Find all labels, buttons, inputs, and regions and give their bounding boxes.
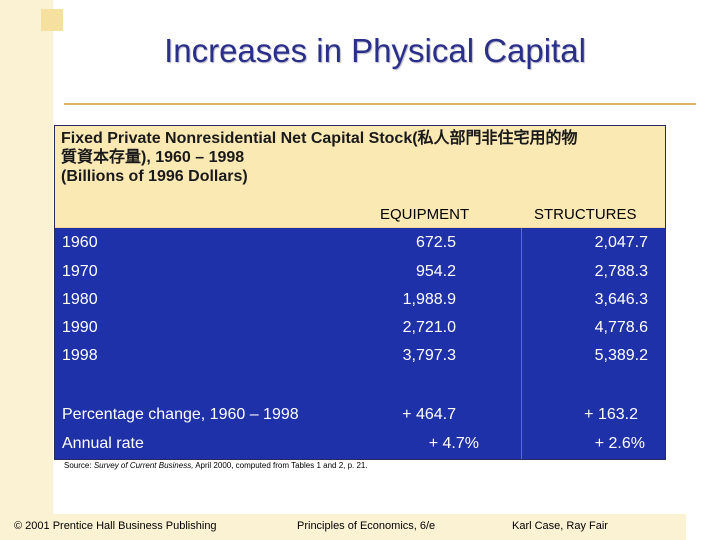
table-caption-line-2: 質資本存量), 1960 – 1998: [61, 149, 245, 166]
table-header: Fixed Private Nonresidential Net Capital…: [55, 126, 665, 199]
structures-value: 2,047.7: [594, 234, 648, 251]
row-label: 1990: [62, 319, 98, 336]
structures-value: 3,646.3: [594, 291, 648, 308]
row-label: Percentage change, 1960 – 1998: [62, 406, 299, 423]
column-header-row: [55, 199, 665, 228]
equipment-value: 954.2: [415, 263, 456, 280]
structures-value: + 163.2: [584, 406, 638, 423]
equipment-value: 3,797.3: [402, 347, 456, 364]
source-publication: Survey of Current Business,: [93, 461, 194, 470]
slide-title: Increases in Physical Capital: [164, 32, 586, 69]
table-body: [55, 228, 665, 459]
structures-value: 5,389.2: [594, 347, 648, 364]
column-header-equipment: EQUIPMENT: [380, 206, 470, 223]
footer-copyright: © 2001 Prentice Hall Business Publishing: [14, 520, 217, 532]
table-caption-line-3: (Billions of 1996 Dollars): [61, 168, 248, 185]
footer-book: Principles of Economics, 6/e: [297, 520, 436, 532]
equipment-value: + 464.7: [402, 406, 456, 423]
row-label: 1960: [62, 234, 98, 251]
table-caption: Fixed Private Nonresidential Net Capital…: [61, 129, 661, 186]
equipment-value: 1,988.9: [402, 291, 456, 308]
row-label: 1970: [62, 263, 98, 280]
source-prefix: Source:: [64, 461, 92, 470]
row-label: 1980: [62, 291, 98, 308]
equipment-value: 2,721.0: [402, 319, 456, 336]
title-underline: [64, 103, 696, 105]
structures-value: 4,778.6: [594, 319, 648, 336]
left-decorative-bar: [0, 0, 53, 540]
row-label: 1998: [62, 347, 98, 364]
source-detail: April 2000, computed from Tables 1 and 2…: [195, 461, 368, 470]
capital-stock-table: Fixed Private Nonresidential Net Capital…: [54, 125, 666, 460]
structures-value: 2,788.3: [594, 263, 648, 280]
footer-authors: Karl Case, Ray Fair: [512, 520, 608, 532]
structures-value: + 2.6%: [594, 435, 645, 452]
footer-bar: [0, 514, 686, 540]
equipment-value: 672.5: [415, 234, 456, 251]
row-label: Annual rate: [62, 435, 144, 452]
source-note: Source: Survey of Current Business, Apri…: [64, 461, 368, 470]
column-header-structures: STRUCTURES: [534, 206, 637, 223]
column-divider: [521, 228, 522, 459]
table-caption-line-1: Fixed Private Nonresidential Net Capital…: [61, 130, 578, 147]
corner-decorative-square: [41, 9, 63, 31]
equipment-value: + 4.7%: [428, 435, 479, 452]
